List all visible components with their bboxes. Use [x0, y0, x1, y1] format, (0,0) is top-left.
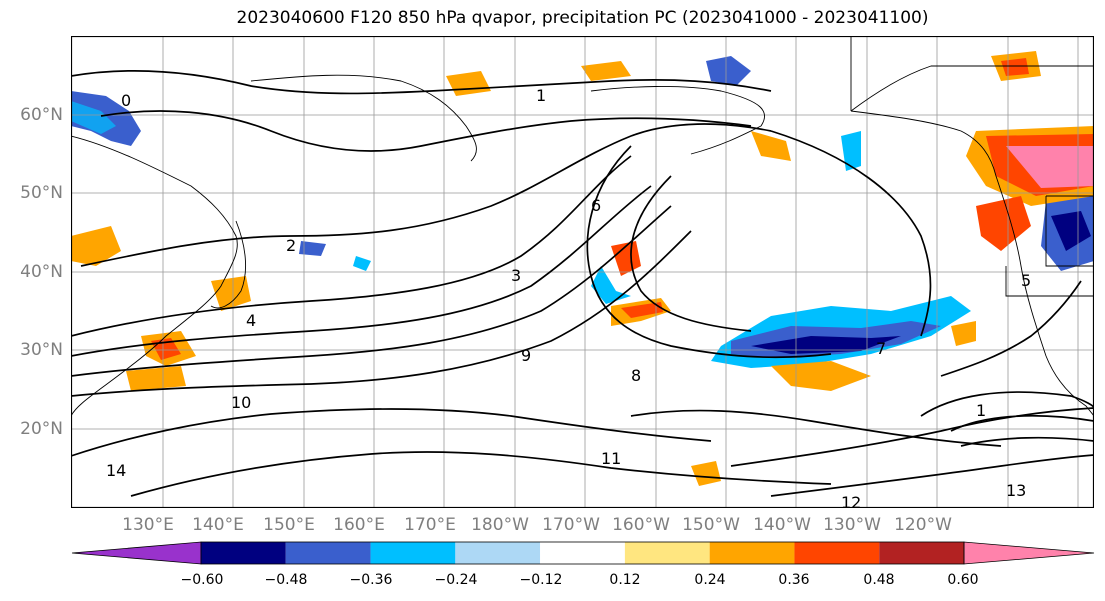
map-canvas: 0 1 2 3 4 6 8 10 11 12 13 14 9 7 5 1 — [71, 36, 1094, 508]
lat-label-20n: 20°N — [20, 419, 63, 439]
contour-label: 7 — [876, 339, 886, 358]
contour-label: 8 — [631, 366, 641, 385]
colorbar-segment — [455, 542, 541, 564]
contour-label: 12 — [841, 493, 861, 508]
contour-label: 11 — [601, 449, 621, 468]
lon-label-140e: 140°E — [192, 515, 244, 535]
lon-label-130w: 130°W — [823, 515, 881, 535]
colorbar-segment — [963, 541, 1095, 565]
contour-label: 0 — [121, 91, 131, 110]
contour-label: 13 — [1006, 481, 1026, 500]
contour-label: 3 — [511, 266, 521, 285]
contour-label: 10 — [231, 393, 251, 412]
colorbar-segment — [540, 542, 625, 564]
colorbar-svg — [71, 541, 1095, 565]
qvapor-contours — [71, 69, 1094, 497]
lon-label-120w: 120°W — [894, 515, 952, 535]
colorbar-tick: 0.36 — [778, 572, 810, 588]
colorbar — [71, 541, 1096, 565]
lon-label-150e: 150°E — [263, 515, 315, 535]
contour-label: 1 — [536, 86, 546, 105]
lat-label-30n: 30°N — [20, 340, 63, 360]
contour-label: 5 — [1021, 271, 1031, 290]
colorbar-tick: −0.36 — [349, 572, 393, 588]
map-title: 2023040600 F120 850 hPa qvapor, precipit… — [236, 8, 929, 28]
contour-label: 1 — [976, 401, 986, 420]
colorbar-frame — [200, 541, 965, 565]
precipitation-shading — [71, 51, 1094, 486]
map-frame — [71, 36, 1094, 508]
contour-label: 4 — [246, 311, 256, 330]
contour-labels: 0 1 2 3 4 6 8 10 11 12 13 14 9 7 5 1 — [106, 86, 1031, 508]
lat-label-40n: 40°N — [20, 262, 63, 282]
lon-label-130e: 130°E — [122, 515, 174, 535]
lat-label-50n: 50°N — [20, 183, 63, 203]
contour-label: 14 — [106, 461, 126, 480]
colorbar-segment — [794, 542, 880, 564]
lon-label-140w: 140°W — [753, 515, 811, 535]
graticule — [71, 36, 1094, 508]
lon-label-160w: 160°W — [612, 515, 670, 535]
lon-label-160e: 160°E — [333, 515, 385, 535]
colorbar-tick: −0.24 — [434, 572, 478, 588]
colorbar-segment — [370, 542, 456, 564]
colorbar-tick: 0.48 — [863, 572, 895, 588]
lon-label-150w: 150°W — [682, 515, 740, 535]
map-panel: 0 1 2 3 4 6 8 10 11 12 13 14 9 7 5 1 — [71, 36, 1094, 508]
contour-label: 9 — [521, 346, 531, 365]
contour-label: 2 — [286, 236, 296, 255]
colorbar-segment — [879, 542, 964, 564]
contour-label: 6 — [591, 196, 601, 215]
coastlines — [71, 36, 1094, 417]
colorbar-segment — [201, 542, 286, 564]
colorbar-tick: −0.60 — [180, 572, 224, 588]
colorbar-tick: −0.48 — [264, 572, 308, 588]
lon-label-180w: 180°W — [471, 515, 529, 535]
colorbar-segment — [285, 542, 371, 564]
colorbar-tick: 0.24 — [694, 572, 726, 588]
colorbar-segment — [71, 541, 202, 565]
lon-label-170e: 170°E — [404, 515, 456, 535]
lon-label-170w: 170°W — [542, 515, 600, 535]
colorbar-tick: 0.60 — [947, 572, 979, 588]
colorbar-segment — [709, 542, 795, 564]
colorbar-tick: −0.12 — [519, 572, 563, 588]
colorbar-segment — [624, 542, 710, 564]
lat-label-60n: 60°N — [20, 105, 63, 125]
colorbar-tick: 0.12 — [609, 572, 641, 588]
